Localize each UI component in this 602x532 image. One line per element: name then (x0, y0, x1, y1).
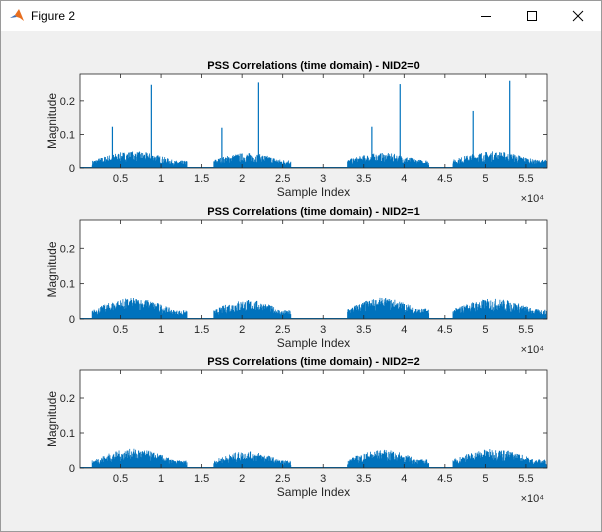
x-tick-label: 3.5 (356, 324, 371, 336)
signal-bursts (91, 151, 547, 168)
y-tick-label: 0 (69, 163, 75, 175)
x-tick-label: 5 (482, 473, 488, 485)
subplot-1: 0.5 1 1.5 2 2.5 3 3.5 4 4.5 5 5.5 0 0.1 0.2 PSS Correl… (45, 60, 548, 205)
y-axis-label: Magnitude (45, 93, 59, 149)
subplot-title: PSS Correlations (time domain) - NID2=1 (207, 206, 419, 218)
matlab-logo-icon (10, 9, 24, 21)
y-tick-label: 0.1 (60, 279, 75, 291)
x-tick-label: 3 (320, 173, 326, 185)
x-tick-label: 0.5 (113, 324, 128, 336)
y-tick-label: 0.2 (60, 96, 75, 108)
x-exponent-label: ×10⁴ (521, 193, 545, 205)
signal-trace (80, 448, 547, 468)
x-tick-label: 5.5 (518, 473, 533, 485)
x-tick-label: 4 (401, 324, 407, 336)
x-tick-label: 2.5 (275, 324, 290, 336)
y-axis-label: Magnitude (45, 391, 59, 447)
x-tick-label: 2 (239, 173, 245, 185)
x-tick-label: 1.5 (194, 173, 209, 185)
y-tick-label: 0.1 (60, 428, 75, 440)
x-tick-label: 3 (320, 473, 326, 485)
maximize-icon (527, 11, 537, 21)
axes-box (79, 369, 548, 469)
x-exponent-label: ×10⁴ (521, 493, 545, 505)
subplot-3: 0.5 1 1.5 2 2.5 3 3.5 4 4.5 5 5.5 0 0.1 0.2 PSS Correl… (45, 356, 548, 505)
x-axis-label: Sample Index (277, 185, 350, 199)
x-tick-label: 0.5 (113, 473, 128, 485)
axes-background (80, 370, 547, 468)
y-tick-label: 0 (69, 314, 75, 326)
x-tick-label: 1.5 (194, 473, 209, 485)
x-tick-label: 5 (482, 324, 488, 336)
signal-bursts (91, 297, 547, 319)
y-tick-label: 0 (69, 463, 75, 475)
x-tick-label: 2.5 (275, 173, 290, 185)
x-tick-label: 3 (320, 324, 326, 336)
window-title: Figure 2 (31, 9, 76, 23)
title-bar[interactable]: Figure 2 (1, 1, 601, 31)
y-axis-label: Magnitude (45, 241, 59, 297)
x-tick-label: 2 (239, 324, 245, 336)
y-tick-label: 0.2 (60, 243, 75, 255)
x-tick-label: 5.5 (518, 173, 533, 185)
axes-box (79, 219, 548, 320)
x-tick-label: 4.5 (437, 473, 452, 485)
close-icon (572, 10, 584, 22)
x-tick-label: 4 (401, 173, 407, 185)
minimize-button[interactable] (463, 1, 509, 31)
x-tick-label: 1 (158, 324, 164, 336)
x-tick-label: 4 (401, 473, 407, 485)
y-tick-label: 0.2 (60, 393, 75, 405)
x-tick-label: 1 (158, 173, 164, 185)
x-tick-label: 5 (482, 173, 488, 185)
minimize-icon (481, 16, 491, 17)
x-tick-label: 0.5 (113, 173, 128, 185)
x-tick-label: 2 (239, 473, 245, 485)
x-axis-label: Sample Index (277, 485, 350, 499)
figure-canvas: 0.5 1 1.5 2 2.5 3 3.5 4 4.5 5 5.5 0 0.1 0.2 PSS Correl… (45, 60, 548, 505)
subplot-title: PSS Correlations (time domain) - NID2=0 (207, 60, 419, 72)
x-tick-label: 5.5 (518, 324, 533, 336)
close-button[interactable] (555, 1, 601, 31)
subplot-title: PSS Correlations (time domain) - NID2=2 (207, 356, 419, 368)
maximize-button[interactable] (509, 1, 555, 31)
x-tick-label: 3.5 (356, 173, 371, 185)
signal-bursts (91, 448, 547, 468)
x-tick-label: 1 (158, 473, 164, 485)
signal-trace (80, 297, 547, 319)
axes-background (80, 220, 547, 319)
x-axis-label: Sample Index (277, 336, 350, 350)
signal-trace (80, 80, 547, 168)
x-tick-label: 4.5 (437, 173, 452, 185)
axes-box (79, 73, 548, 169)
x-exponent-label: ×10⁴ (521, 344, 545, 356)
x-tick-label: 1.5 (194, 324, 209, 336)
x-tick-label: 2.5 (275, 473, 290, 485)
axes-background (80, 74, 547, 168)
subplot-2: 0.5 1 1.5 2 2.5 3 3.5 4 4.5 5 5.5 0 0.1 0.2 PSS Correl… (45, 206, 548, 356)
y-tick-label: 0.1 (60, 129, 75, 141)
x-tick-label: 3.5 (356, 473, 371, 485)
x-tick-label: 4.5 (437, 324, 452, 336)
